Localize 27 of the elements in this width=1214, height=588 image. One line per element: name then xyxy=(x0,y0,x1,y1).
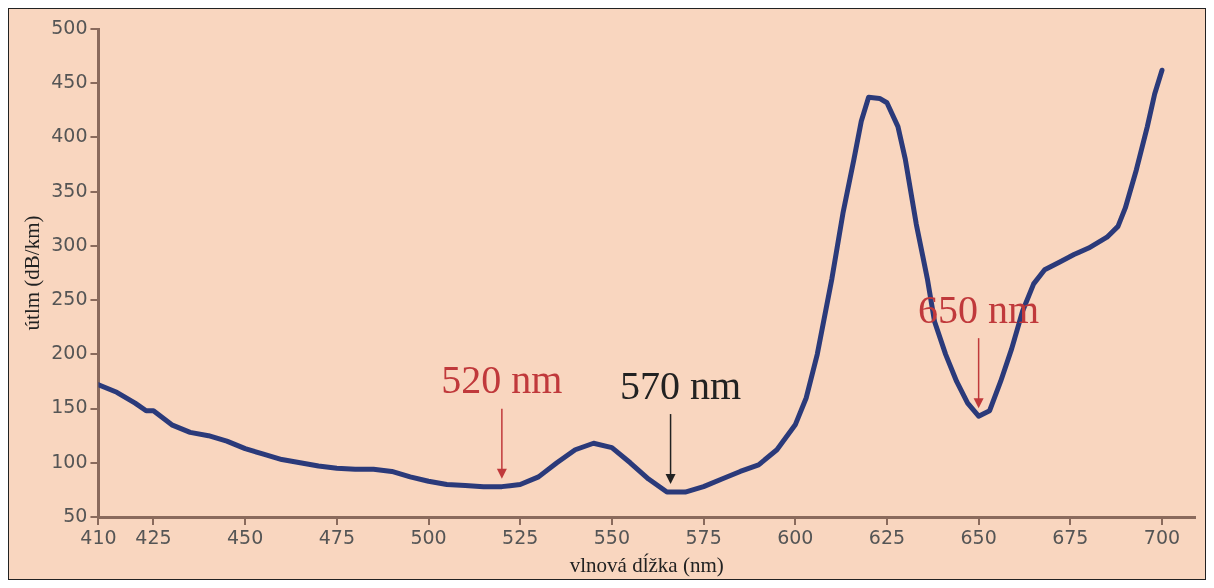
y-tick-label: 50 xyxy=(63,503,88,526)
x-tick-label: 675 xyxy=(1052,526,1089,549)
y-tick-label: 400 xyxy=(51,124,88,147)
x-tick-label: 500 xyxy=(410,526,447,549)
y-tick-label: 450 xyxy=(51,70,88,93)
x-tick-label: 600 xyxy=(777,526,814,549)
x-tick-label: 700 xyxy=(1143,526,1181,549)
x-tick-label: 425 xyxy=(135,526,172,549)
y-tick-label: 500 xyxy=(51,15,88,38)
x-tick-label: 525 xyxy=(502,526,539,549)
y-tick-label: 350 xyxy=(51,178,88,201)
x-axis-title: vlnová dĺžka (nm) xyxy=(569,552,724,577)
x-tick-label: 410 xyxy=(80,526,117,549)
y-tick-label: 300 xyxy=(51,232,88,255)
y-axis-title: útlm (dB/km) xyxy=(20,215,45,331)
x-tick-label: 575 xyxy=(685,526,722,549)
x-tick-label: 450 xyxy=(227,526,264,549)
y-tick-label: 100 xyxy=(51,449,88,472)
annotation: 520 nm xyxy=(441,357,563,403)
x-tick-label: 550 xyxy=(593,526,631,549)
y-tick-label: 250 xyxy=(51,287,88,310)
x-tick-label: 625 xyxy=(868,526,906,549)
annotation: 570 nm xyxy=(620,362,742,408)
y-tick-label: 150 xyxy=(51,395,88,418)
y-tick-label: 200 xyxy=(51,341,88,364)
x-tick-label: 475 xyxy=(318,526,355,549)
x-tick-label: 650 xyxy=(960,526,997,549)
